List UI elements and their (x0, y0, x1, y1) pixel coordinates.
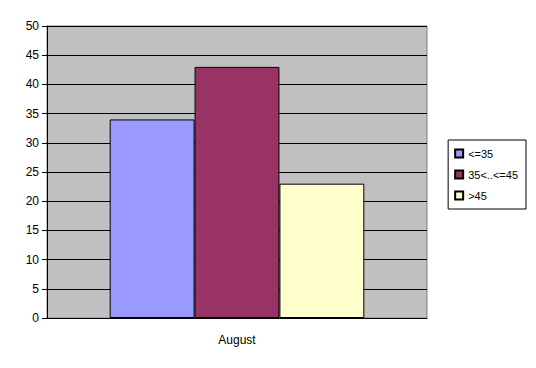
svg-text:August: August (218, 333, 256, 347)
svg-text:50: 50 (26, 19, 40, 33)
svg-text:25: 25 (26, 165, 40, 179)
svg-text:35<..<=45: 35<..<=45 (468, 169, 518, 181)
svg-text:35: 35 (26, 107, 40, 121)
svg-text:0: 0 (32, 311, 39, 325)
svg-text:45: 45 (26, 48, 40, 62)
svg-text:30: 30 (26, 136, 40, 150)
svg-text:20: 20 (26, 194, 40, 208)
svg-text:>45: >45 (468, 190, 487, 202)
svg-text:5: 5 (32, 282, 39, 296)
svg-text:10: 10 (26, 253, 40, 267)
svg-text:<=35: <=35 (468, 148, 493, 160)
svg-text:15: 15 (26, 223, 40, 237)
svg-text:40: 40 (26, 77, 40, 91)
